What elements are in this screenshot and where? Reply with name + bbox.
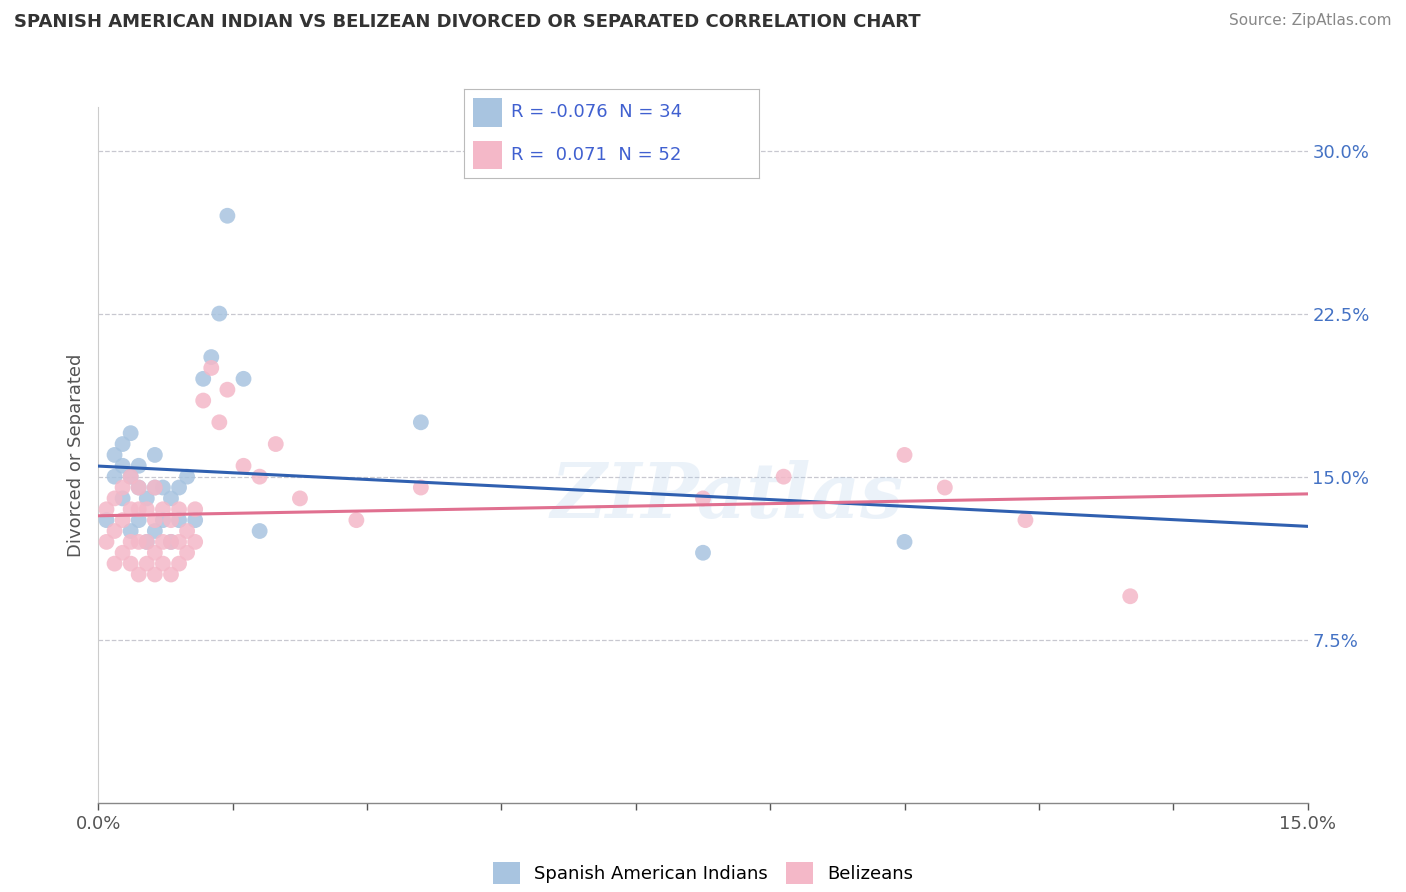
Point bbox=[111, 458, 134, 473]
Point bbox=[200, 350, 222, 364]
Point bbox=[409, 415, 432, 429]
Point bbox=[344, 513, 367, 527]
Point bbox=[176, 524, 198, 538]
Point bbox=[135, 557, 157, 571]
Point bbox=[200, 360, 222, 375]
FancyBboxPatch shape bbox=[472, 98, 502, 127]
Point bbox=[232, 372, 254, 386]
Point bbox=[143, 448, 166, 462]
Point bbox=[409, 481, 432, 495]
Point bbox=[135, 491, 157, 506]
Point bbox=[208, 307, 231, 321]
Text: R = -0.076  N = 34: R = -0.076 N = 34 bbox=[512, 103, 682, 121]
Point bbox=[160, 491, 183, 506]
Point bbox=[167, 513, 190, 527]
Point bbox=[152, 513, 174, 527]
Legend: Spanish American Indians, Belizeans: Spanish American Indians, Belizeans bbox=[485, 855, 921, 891]
Point bbox=[772, 469, 794, 483]
Point bbox=[103, 524, 125, 538]
Point bbox=[167, 535, 190, 549]
Point bbox=[128, 481, 150, 495]
Point bbox=[143, 481, 166, 495]
Point bbox=[128, 567, 150, 582]
Point bbox=[128, 458, 150, 473]
Point bbox=[120, 557, 142, 571]
Point bbox=[96, 513, 118, 527]
Point bbox=[111, 546, 134, 560]
Point bbox=[120, 469, 142, 483]
Point bbox=[184, 502, 207, 516]
Point bbox=[128, 513, 150, 527]
Point bbox=[160, 567, 183, 582]
Point bbox=[184, 513, 207, 527]
Point bbox=[893, 448, 915, 462]
Point bbox=[1014, 513, 1036, 527]
Point bbox=[143, 567, 166, 582]
Point bbox=[120, 469, 142, 483]
FancyBboxPatch shape bbox=[472, 141, 502, 169]
Point bbox=[160, 513, 183, 527]
Text: ZIPatlas: ZIPatlas bbox=[551, 459, 904, 533]
Point bbox=[143, 524, 166, 538]
Point bbox=[128, 535, 150, 549]
Point bbox=[288, 491, 311, 506]
Point bbox=[208, 415, 231, 429]
Point bbox=[249, 469, 271, 483]
Point bbox=[96, 535, 118, 549]
Point bbox=[103, 557, 125, 571]
Point bbox=[120, 426, 142, 441]
Point bbox=[264, 437, 287, 451]
Point bbox=[160, 535, 183, 549]
Point bbox=[217, 209, 239, 223]
Point bbox=[160, 535, 183, 549]
Point bbox=[135, 535, 157, 549]
Point bbox=[193, 393, 215, 408]
Point bbox=[143, 481, 166, 495]
Point bbox=[1119, 589, 1142, 603]
Y-axis label: Divorced or Separated: Divorced or Separated bbox=[66, 353, 84, 557]
Point bbox=[934, 481, 956, 495]
Point bbox=[692, 491, 714, 506]
Point bbox=[152, 535, 174, 549]
Point bbox=[120, 502, 142, 516]
Point bbox=[176, 546, 198, 560]
Point bbox=[128, 502, 150, 516]
Text: Source: ZipAtlas.com: Source: ZipAtlas.com bbox=[1229, 13, 1392, 29]
Point bbox=[103, 469, 125, 483]
Point bbox=[232, 458, 254, 473]
Point bbox=[103, 491, 125, 506]
Point bbox=[167, 481, 190, 495]
Point bbox=[111, 481, 134, 495]
Point bbox=[135, 502, 157, 516]
Point bbox=[111, 491, 134, 506]
Point bbox=[217, 383, 239, 397]
Point bbox=[120, 535, 142, 549]
Point bbox=[128, 481, 150, 495]
Point bbox=[143, 546, 166, 560]
Point bbox=[167, 502, 190, 516]
Point bbox=[152, 481, 174, 495]
Text: SPANISH AMERICAN INDIAN VS BELIZEAN DIVORCED OR SEPARATED CORRELATION CHART: SPANISH AMERICAN INDIAN VS BELIZEAN DIVO… bbox=[14, 13, 921, 31]
Point bbox=[96, 502, 118, 516]
Point bbox=[135, 535, 157, 549]
Point bbox=[120, 524, 142, 538]
Point bbox=[249, 524, 271, 538]
Point bbox=[167, 557, 190, 571]
Point bbox=[143, 513, 166, 527]
Point bbox=[111, 513, 134, 527]
Point bbox=[184, 535, 207, 549]
Point bbox=[176, 469, 198, 483]
Text: R =  0.071  N = 52: R = 0.071 N = 52 bbox=[512, 146, 682, 164]
Point bbox=[103, 448, 125, 462]
Point bbox=[111, 437, 134, 451]
Point bbox=[893, 535, 915, 549]
Point bbox=[193, 372, 215, 386]
Point bbox=[152, 557, 174, 571]
Point bbox=[692, 546, 714, 560]
Point bbox=[152, 502, 174, 516]
